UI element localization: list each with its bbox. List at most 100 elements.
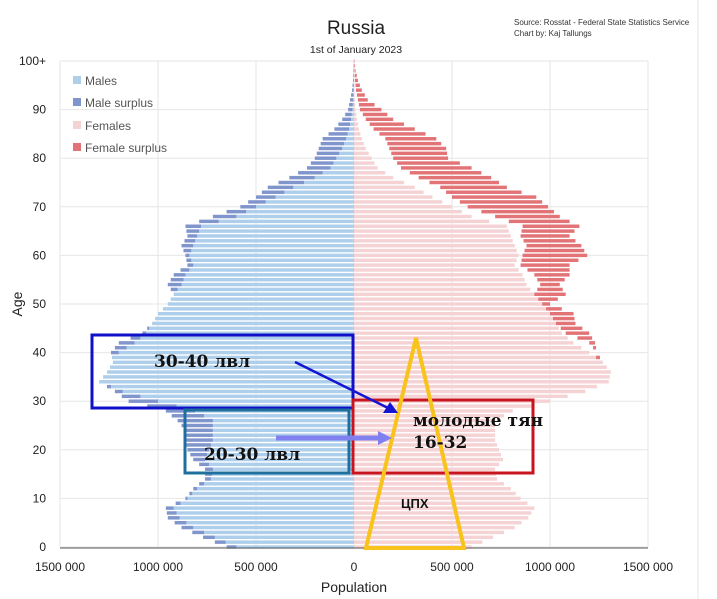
female-bar-84 — [354, 137, 362, 141]
female-surplus-bar-59 — [521, 258, 579, 262]
male-bar-31 — [140, 394, 354, 399]
male-bar-40 — [118, 350, 354, 355]
male-surplus-bar-85 — [328, 132, 348, 136]
male-bar-51 — [170, 297, 354, 301]
female-bar-36 — [354, 370, 611, 374]
female-surplus-bar-46 — [555, 321, 576, 326]
legend-male-surplus: Male surplus — [85, 96, 153, 110]
female-bar-7 — [354, 511, 532, 515]
male-surplus-bar-76 — [289, 175, 315, 180]
annotations: 30-40 лвл 20-30 лвл молодые тян 16-32 ЦП… — [90, 333, 543, 550]
male-surplus-bar-0 — [226, 545, 237, 549]
axes: 1500 000 1000 000 500 000 0 500 000 1000 000 1… — [19, 54, 673, 574]
male-surplus-bar-80 — [314, 156, 337, 160]
male-bar-2 — [214, 535, 354, 540]
female-surplus-bar-67 — [508, 219, 570, 224]
female-bar-29 — [354, 404, 532, 408]
female-bar-24 — [354, 428, 496, 433]
male-surplus-bar-30 — [128, 399, 158, 403]
male-surplus-bar-83 — [320, 141, 345, 146]
female-surplus-bar-48 — [550, 311, 574, 316]
female-surplus-bar-68 — [495, 214, 560, 219]
male-surplus-bar-74 — [267, 185, 294, 190]
female-surplus-bar-53 — [537, 287, 563, 292]
female-bar-89 — [354, 112, 357, 117]
female-bar-31 — [354, 394, 568, 399]
male-bar-90 — [352, 107, 354, 112]
y-tick-label-4: 40 — [33, 346, 47, 360]
male-surplus-bar-27 — [171, 414, 205, 418]
male-surplus-bar-68 — [212, 214, 237, 219]
male-surplus-bar-18 — [193, 457, 206, 462]
male-bar-57 — [189, 268, 354, 272]
female-bar-53 — [354, 287, 531, 292]
male-bar-67 — [218, 219, 354, 224]
female-bar-91 — [354, 103, 356, 107]
female-surplus-bar-86 — [373, 127, 415, 131]
female-bar-88 — [354, 117, 357, 122]
male-surplus-bar-75 — [278, 180, 305, 185]
female-surplus-bar-56 — [534, 273, 570, 277]
female-bar-87 — [354, 122, 358, 126]
male-surplus-bar-29 — [147, 404, 177, 408]
male-surplus-bar-11 — [189, 491, 193, 496]
male-bar-81 — [339, 151, 354, 156]
male-bar-79 — [333, 161, 354, 165]
male-bar-30 — [158, 399, 354, 403]
male-surplus-bar-31 — [121, 394, 141, 399]
female-surplus-bar-87 — [369, 122, 404, 126]
male-bar-38 — [112, 360, 354, 365]
x-tick-label-1: 1000 000 — [133, 560, 183, 574]
female-bar-37 — [354, 365, 607, 369]
female-surplus-bar-44 — [565, 331, 590, 335]
male-surplus-bar-3 — [192, 530, 205, 535]
male-surplus-bar-56 — [173, 273, 186, 277]
female-bar-73 — [354, 190, 424, 194]
male-surplus-bar-62 — [181, 243, 194, 248]
female-bar-68 — [354, 214, 472, 219]
male-bar-47 — [155, 316, 354, 321]
female-bar-83 — [354, 141, 364, 146]
y-tick-label-6: 60 — [33, 248, 47, 262]
female-bar-80 — [354, 156, 372, 160]
male-bar-27 — [204, 414, 354, 418]
male-surplus-bar-66 — [185, 224, 202, 228]
male-surplus-bar-78 — [306, 166, 331, 170]
male-bar-5 — [186, 520, 354, 525]
male-surplus-bar-65 — [186, 229, 200, 233]
male-bar-58 — [193, 263, 354, 267]
legend-swatch-male-surplus — [73, 98, 81, 106]
source-line-1: Source: Rosstat - Federal State Statisti… — [514, 18, 690, 27]
female-bar-9 — [354, 501, 528, 505]
male-surplus-bar-54 — [167, 282, 182, 287]
box-20-30 — [183, 408, 351, 475]
male-surplus-bar-41 — [114, 346, 127, 350]
female-surplus-bar-82 — [389, 146, 447, 151]
female-surplus-bar-45 — [560, 326, 583, 331]
female-bar-18 — [354, 457, 503, 462]
female-surplus-bar-85 — [379, 132, 426, 136]
female-bar-6 — [354, 516, 529, 520]
female-surplus-bar-70 — [467, 205, 549, 209]
male-surplus-bar-97 — [353, 73, 354, 78]
female-bar-3 — [354, 530, 504, 535]
female-surplus-bar-51 — [538, 297, 558, 301]
female-bar-4 — [354, 525, 515, 530]
male-surplus-bar-67 — [199, 219, 219, 224]
female-bar-58 — [354, 263, 515, 267]
female-bar-90 — [354, 107, 356, 112]
female-surplus-bar-60 — [522, 253, 588, 258]
female-bar-14 — [354, 477, 498, 481]
box-30-40 — [90, 333, 355, 410]
female-surplus-bar-72 — [452, 195, 537, 199]
female-bar-35 — [354, 375, 610, 379]
y-tick-label-7: 70 — [33, 200, 47, 214]
y-tick-label-2: 20 — [33, 443, 47, 457]
male-surplus-bar-71 — [248, 200, 266, 204]
female-bar-54 — [354, 282, 527, 287]
female-bar-85 — [354, 132, 361, 136]
female-bar-70 — [354, 205, 452, 209]
male-bar-7 — [176, 511, 354, 515]
male-surplus-bar-89 — [345, 112, 352, 117]
